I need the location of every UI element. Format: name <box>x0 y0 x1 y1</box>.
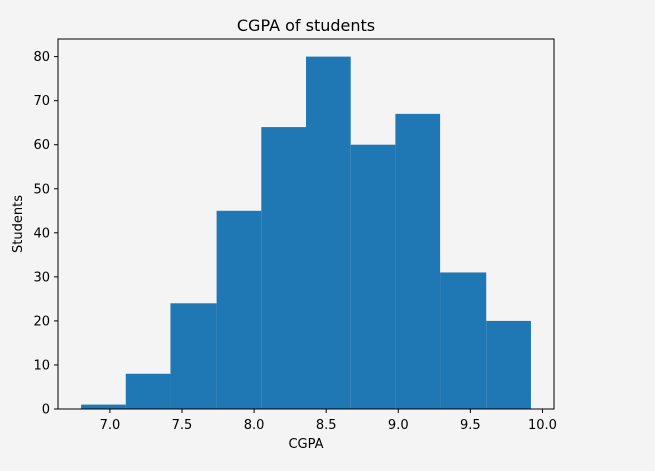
x-tick-label-6: 10.0 <box>528 418 557 433</box>
y-tick-label-2: 20 <box>33 314 50 329</box>
y-tick-label-0: 0 <box>42 403 50 418</box>
y-tick-label-7: 70 <box>33 94 50 109</box>
x-tick-label-0: 7.0 <box>100 418 121 433</box>
y-axis-ticks: 0 10 20 30 40 50 60 70 80 <box>33 50 58 418</box>
x-tick-label-1: 7.5 <box>172 418 193 433</box>
chart-title: CGPA of students <box>237 16 375 35</box>
x-axis-label: CGPA <box>288 437 323 452</box>
y-tick-label-8: 80 <box>33 50 50 65</box>
y-tick-label-1: 10 <box>33 358 50 373</box>
histogram-bar-8 <box>440 272 487 409</box>
histogram-bar-6 <box>350 144 396 409</box>
bars-group <box>81 56 531 409</box>
y-tick-label-6: 60 <box>33 138 50 153</box>
y-tick-label-5: 50 <box>33 182 50 197</box>
x-axis-ticks: 7.0 7.5 8.0 8.5 9.0 9.5 10.0 <box>100 409 557 433</box>
histogram-bar-3 <box>216 210 262 409</box>
y-tick-label-4: 40 <box>33 226 50 241</box>
histogram-bar-4 <box>261 127 306 409</box>
x-tick-label-3: 8.5 <box>316 418 337 433</box>
histogram-bar-9 <box>486 320 531 409</box>
histogram-bar-0 <box>81 404 126 409</box>
y-tick-label-3: 30 <box>33 270 50 285</box>
plot-frame <box>57 38 555 410</box>
x-tick-label-2: 8.0 <box>244 418 265 433</box>
x-tick-label-5: 9.5 <box>460 418 481 433</box>
histogram-bar-1 <box>125 373 171 409</box>
x-tick-label-4: 9.0 <box>388 418 409 433</box>
histogram-bar-2 <box>170 303 217 409</box>
histogram-bar-5 <box>306 56 351 409</box>
histogram-bar-7 <box>395 113 441 409</box>
y-axis-label: Students <box>11 195 26 253</box>
